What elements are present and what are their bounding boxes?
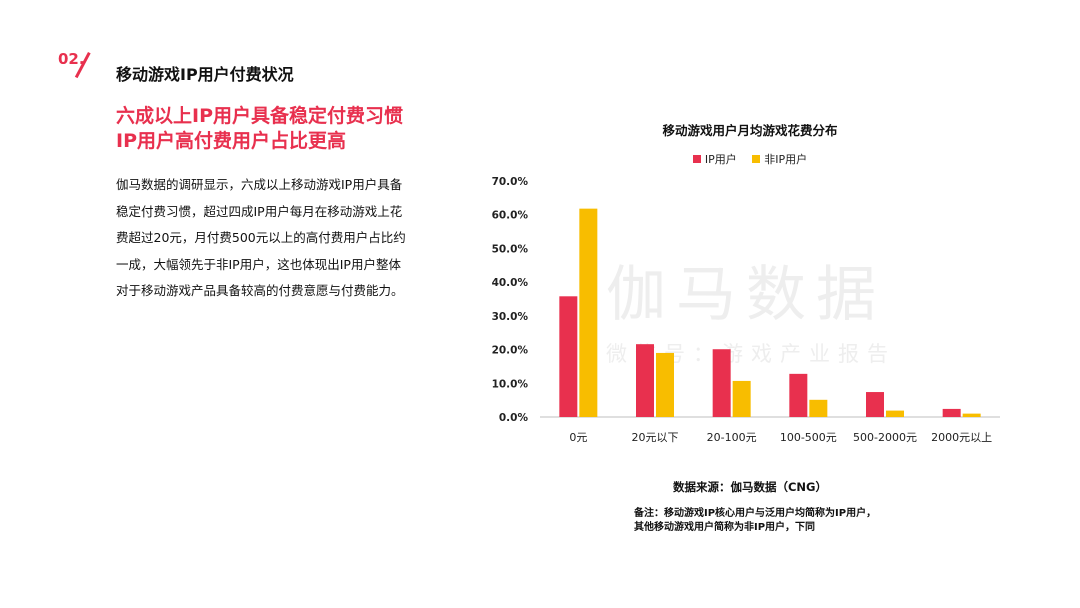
y-tick-label: 30.0% [492,311,529,323]
bar [579,208,598,417]
legend-swatch-non-ip [752,155,761,163]
legend-swatch-ip [692,155,701,163]
body-line: 伽马数据的调研显示，六成以上移动游戏IP用户具备 [116,177,403,192]
x-tick-label: 100-500元 [780,431,837,444]
legend-label-ip: IP用户 [704,153,737,166]
data-source: 数据来源：伽马数据（CNG） [672,480,827,494]
x-tick-label: 20元以下 [632,431,679,444]
bar [809,399,828,417]
y-tick-label: 40.0% [492,277,529,289]
chart-title: 移动游戏用户月均游戏花费分布 [662,123,838,138]
bar [559,296,578,417]
x-tick-label: 500-2000元 [853,431,917,444]
chart-legend: IP用户 非IP用户 [560,151,940,167]
footnote: 备注：移动游戏IP核心用户与泛用户均简称为IP用户，其他移动游戏用户简称为非IP… [634,508,877,533]
bar [712,349,731,417]
x-tick-label: 2000元以上 [931,431,992,444]
legend-item-ip: IP用户 [692,151,737,167]
body-paragraph: 伽马数据的调研显示，六成以上移动游戏IP用户具备 稳定付费习惯，超过四成IP用户… [116,172,451,305]
y-tick-label: 70.0% [492,176,529,188]
body-line: 费超过20元，月付费500元以上的高付费用户占比约 [116,230,406,246]
x-tick-label: 0元 [569,431,587,444]
legend-item-non-ip: 非IP用户 [752,151,807,167]
bar [789,373,808,417]
y-tick-label: 0.0% [499,412,529,424]
bar [942,408,961,417]
bar [886,410,904,417]
x-tick-label: 20-100元 [707,431,757,444]
legend-label-non-ip: 非IP用户 [764,153,808,166]
y-tick-label: 50.0% [492,243,529,255]
body-line: 对于移动游戏产品具备较高的付费意愿与付费能力。 [116,283,404,299]
bar [636,344,654,417]
bar [962,413,981,417]
body-line: 稳定付费习惯，超过四成IP用户每月在移动游戏上花 [116,203,403,219]
bar [656,352,674,417]
headline-line-1: 六成以上IP用户具备稳定付费习惯 [116,105,403,127]
y-tick-label: 60.0% [492,210,529,222]
headline-line-2: IP用户高付费用户占比更高 [116,130,346,152]
section-number: 02. [58,50,85,68]
bar [732,380,751,417]
y-tick-label: 10.0% [492,378,529,390]
y-tick-label: 20.0% [492,345,529,357]
section-title: 移动游戏IP用户付费状况 [116,65,294,84]
body-line: 一成，大幅领先于非IP用户，这也体现出IP用户整体 [116,256,401,272]
bar [866,392,884,417]
watermark-main: 伽马数据 [606,260,886,330]
